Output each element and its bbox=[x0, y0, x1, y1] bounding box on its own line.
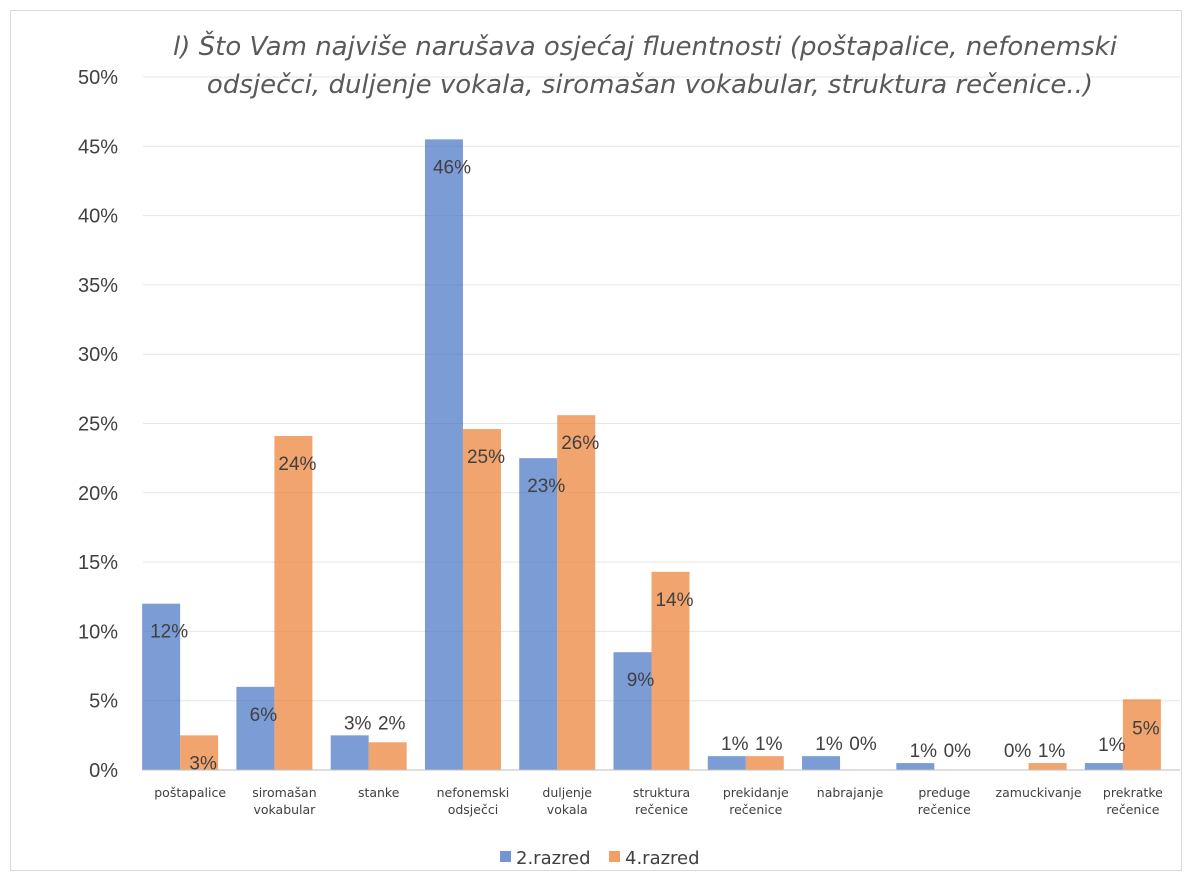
x-tick-label: zamuckivanje bbox=[996, 785, 1082, 800]
bar-4-razred bbox=[274, 435, 313, 770]
gridlines bbox=[143, 76, 1180, 702]
bar-4-razred bbox=[1122, 699, 1161, 770]
data-label-4-razred: 25% bbox=[467, 447, 505, 468]
bar-4-razred bbox=[462, 429, 501, 770]
data-label-2-razred: 1% bbox=[815, 734, 843, 755]
bar-2-razred bbox=[330, 735, 369, 770]
bar-2-razred bbox=[613, 652, 652, 770]
legend: 2.razred 4.razred bbox=[500, 848, 700, 869]
data-label-4-razred: 5% bbox=[1132, 718, 1160, 739]
data-label-4-razred: 1% bbox=[1038, 741, 1066, 762]
bar-4-razred bbox=[180, 735, 219, 770]
y-tick-label: 20% bbox=[78, 483, 118, 505]
data-label-4-razred: 3% bbox=[189, 753, 217, 774]
y-tick-label: 50% bbox=[78, 67, 118, 89]
bar-2-razred bbox=[236, 686, 275, 770]
bar-4-razred bbox=[557, 415, 596, 770]
x-tick-label: rečenice bbox=[918, 802, 971, 817]
x-tick-label: siromašan bbox=[252, 785, 316, 800]
y-tick-label: 40% bbox=[78, 206, 118, 228]
data-label-4-razred: 2% bbox=[378, 713, 406, 734]
bar-2-razred bbox=[424, 139, 463, 770]
bar-2-razred bbox=[802, 756, 841, 770]
y-tick-label: 15% bbox=[78, 552, 118, 574]
y-tick-label: 25% bbox=[78, 414, 118, 436]
data-label-4-razred: 0% bbox=[944, 741, 972, 762]
x-tick-label: stanke bbox=[358, 785, 400, 800]
x-tick-label: vokala bbox=[547, 802, 588, 817]
data-label-2-razred: 0% bbox=[1004, 741, 1032, 762]
bar-4-razred bbox=[651, 571, 690, 770]
y-axis-ticks: 0% 5% 10% 15% 20% 25% 30% 35% 40% 45% 50% bbox=[78, 67, 118, 782]
chart-frame bbox=[10, 10, 1182, 871]
bar-4-razred bbox=[368, 742, 407, 770]
data-label-2-razred: 3% bbox=[344, 713, 372, 734]
data-label-4-razred: 0% bbox=[849, 734, 877, 755]
y-tick-label: 5% bbox=[89, 691, 118, 713]
data-label-2-razred: 1% bbox=[721, 734, 749, 755]
legend-swatch bbox=[609, 851, 620, 862]
bar-2-razred bbox=[142, 603, 181, 770]
data-label-2-razred: 6% bbox=[250, 705, 278, 726]
x-tick-label: prekidanje bbox=[723, 785, 789, 800]
x-tick-label: nabrajanje bbox=[817, 785, 884, 800]
x-tick-label: odsječci bbox=[448, 802, 498, 817]
legend-swatch bbox=[500, 851, 511, 862]
x-axis-ticks: poštapalice siromašan vokabular stanke nefon… bbox=[154, 785, 1163, 817]
data-label-4-razred: 26% bbox=[561, 433, 599, 454]
x-tick-label: preduge bbox=[918, 785, 970, 800]
bars bbox=[142, 139, 1161, 770]
x-tick-label: rečenice bbox=[729, 802, 782, 817]
x-tick-label: rečenice bbox=[635, 802, 688, 817]
data-label-2-razred: 9% bbox=[627, 670, 655, 691]
data-label-2-razred: 1% bbox=[1098, 735, 1126, 756]
x-tick-label: prekratke bbox=[1103, 785, 1163, 800]
x-tick-label: rečenice bbox=[1106, 802, 1159, 817]
x-tick-label: poštapalice bbox=[154, 785, 226, 800]
y-tick-label: 35% bbox=[78, 275, 118, 297]
legend-label: 2.razred bbox=[516, 848, 591, 869]
bar-2-razred bbox=[1084, 763, 1123, 770]
chart-title-line-2: odsječci, duljenje vokala, siromašan vok… bbox=[207, 70, 1093, 100]
data-labels: 12% 3% 6% 24% 3% 2% 46% 25% 23% 26% 9% 14% 1% 1% 1% 0% 1… bbox=[150, 157, 1160, 774]
legend-label: 4.razred bbox=[625, 848, 700, 869]
data-label-2-razred: 12% bbox=[150, 622, 188, 643]
chart-title-line-1: l) Što Vam najviše narušava osjećaj flue… bbox=[173, 30, 1118, 62]
bar-4-razred bbox=[745, 756, 784, 770]
data-label-4-razred: 1% bbox=[755, 734, 783, 755]
data-label-2-razred: 46% bbox=[433, 157, 471, 178]
bar-2-razred bbox=[519, 458, 558, 770]
y-tick-label: 10% bbox=[78, 621, 118, 643]
y-tick-label: 45% bbox=[78, 136, 118, 158]
y-tick-label: 0% bbox=[89, 760, 118, 782]
bar-4-razred bbox=[1028, 763, 1067, 770]
bar-2-razred bbox=[707, 756, 746, 770]
x-tick-label: duljenje bbox=[542, 785, 592, 800]
data-label-4-razred: 24% bbox=[278, 454, 316, 475]
data-label-2-razred: 23% bbox=[527, 476, 565, 497]
x-tick-label: struktura bbox=[633, 785, 690, 800]
data-label-2-razred: 1% bbox=[910, 741, 938, 762]
y-tick-label: 30% bbox=[78, 344, 118, 366]
x-tick-label: nefonemski bbox=[437, 785, 510, 800]
bar-2-razred bbox=[896, 763, 935, 770]
x-tick-label: vokabular bbox=[253, 802, 316, 817]
data-label-4-razred: 14% bbox=[655, 590, 693, 611]
